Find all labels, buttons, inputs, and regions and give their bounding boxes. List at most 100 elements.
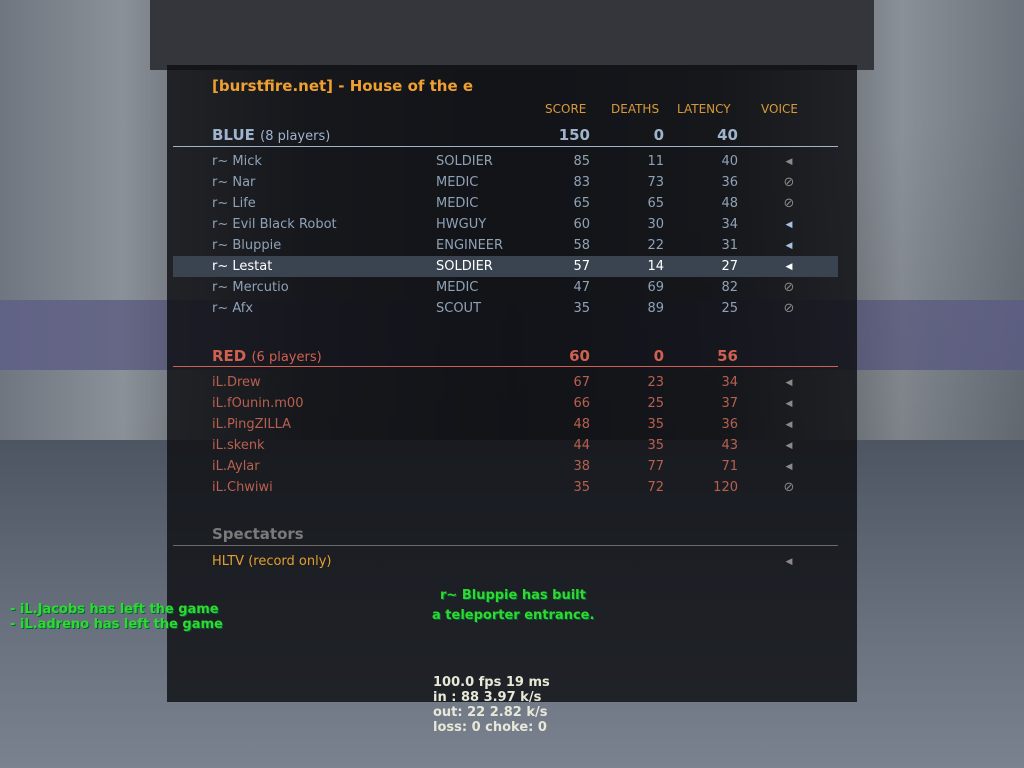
- player-row[interactable]: r~ Lestat SOLDIER 57 14 27 ◀: [173, 256, 838, 277]
- player-deaths: 22: [647, 238, 664, 253]
- player-latency: 82: [721, 280, 738, 295]
- player-row[interactable]: iL.Drew 67 23 34 ◀: [173, 372, 838, 393]
- player-score: 57: [573, 259, 590, 274]
- netgraph-fps: 100.0 fps 19 ms: [433, 675, 550, 690]
- blocked-icon[interactable]: ⊘: [783, 196, 795, 211]
- player-class: SOLDIER: [436, 154, 493, 169]
- team-player-count: (8 players): [260, 129, 331, 144]
- player-row[interactable]: r~ Bluppie ENGINEER 58 22 31 ◀: [173, 235, 838, 256]
- speaker-muted-icon[interactable]: ◀: [785, 378, 793, 388]
- player-deaths: 72: [647, 480, 664, 495]
- column-score: SCORE: [545, 102, 587, 116]
- player-deaths: 11: [647, 154, 664, 169]
- team-total-deaths: 0: [653, 347, 664, 365]
- player-score: 83: [573, 175, 590, 190]
- blocked-icon[interactable]: ⊘: [783, 480, 795, 495]
- player-name: r~ Lestat: [212, 259, 273, 274]
- player-name: iL.Aylar: [212, 459, 260, 474]
- player-name: iL.skenk: [212, 438, 265, 453]
- team-total-deaths: 0: [653, 126, 664, 144]
- player-name: r~ Nar: [212, 175, 256, 190]
- center-message-line-2: a teleporter entrance.: [432, 608, 595, 623]
- player-score: 35: [573, 301, 590, 316]
- player-class: SOLDIER: [436, 259, 493, 274]
- player-row[interactable]: r~ Mick SOLDIER 85 11 40 ◀: [173, 151, 838, 172]
- player-name: iL.Drew: [212, 375, 261, 390]
- player-name: r~ Mick: [212, 154, 262, 169]
- column-deaths: DEATHS: [611, 102, 660, 116]
- chat-line: - iL.adreno has left the game: [10, 617, 223, 632]
- player-latency: 43: [721, 438, 738, 453]
- player-row[interactable]: r~ Nar MEDIC 83 73 36 ⊘: [173, 172, 838, 193]
- player-row[interactable]: r~ Evil Black Robot HWGUY 60 30 34 ◀: [173, 214, 838, 235]
- player-deaths: 65: [647, 196, 664, 211]
- speaker-muted-icon[interactable]: ◀: [785, 420, 793, 430]
- player-row[interactable]: iL.skenk 44 35 43 ◀: [173, 435, 838, 456]
- column-voice: VOICE: [761, 102, 798, 116]
- player-score: 35: [573, 480, 590, 495]
- speaker-icon[interactable]: ◀: [785, 262, 793, 272]
- team-total-latency: 56: [717, 347, 738, 365]
- spectator-name: HLTV (record only): [212, 554, 332, 569]
- player-latency: 37: [721, 396, 738, 411]
- player-latency: 25: [721, 301, 738, 316]
- speaker-muted-icon[interactable]: ◀: [785, 441, 793, 451]
- player-name: r~ Afx: [212, 301, 254, 316]
- player-name: r~ Mercutio: [212, 280, 289, 295]
- player-row[interactable]: iL.PingZILLA 48 35 36 ◀: [173, 414, 838, 435]
- speaker-muted-icon[interactable]: ◀: [785, 462, 793, 472]
- chat-line: - iL.Jacobs has left the game: [10, 602, 219, 617]
- speaker-icon[interactable]: ◀: [785, 220, 793, 230]
- player-score: 44: [573, 438, 590, 453]
- team-name-label: RED: [212, 347, 247, 365]
- player-row[interactable]: iL.Aylar 38 77 71 ◀: [173, 456, 838, 477]
- player-latency: 36: [721, 417, 738, 432]
- team-name-label: BLUE: [212, 126, 255, 144]
- player-latency: 36: [721, 175, 738, 190]
- player-latency: 34: [721, 217, 738, 232]
- column-latency: LATENCY: [677, 102, 731, 116]
- player-score: 38: [573, 459, 590, 474]
- spectator-row[interactable]: HLTV (record only) ◀: [173, 551, 838, 572]
- player-row[interactable]: r~ Afx SCOUT 35 89 25 ⊘: [173, 298, 838, 319]
- speaker-muted-icon[interactable]: ◀: [785, 157, 793, 167]
- player-name: iL.Chwiwi: [212, 480, 273, 495]
- player-row[interactable]: r~ Mercutio MEDIC 47 69 82 ⊘: [173, 277, 838, 298]
- scoreboard-panel: [167, 65, 857, 702]
- netgraph: 100.0 fps 19 ms in : 88 3.97 k/s out: 22…: [433, 675, 550, 735]
- player-deaths: 89: [647, 301, 664, 316]
- player-deaths: 23: [647, 375, 664, 390]
- spectators-title: Spectators: [212, 525, 304, 543]
- player-class: ENGINEER: [436, 238, 504, 253]
- speaker-muted-icon[interactable]: ◀: [785, 399, 793, 409]
- player-class: HWGUY: [436, 217, 487, 232]
- blocked-icon[interactable]: ⊘: [783, 301, 795, 316]
- player-deaths: 69: [647, 280, 664, 295]
- player-name: iL.PingZILLA: [212, 417, 292, 432]
- player-class: MEDIC: [436, 175, 479, 190]
- team-name: BLUE (8 players): [212, 126, 330, 144]
- team-divider: [173, 366, 838, 367]
- player-class: SCOUT: [436, 301, 482, 316]
- netgraph-loss: loss: 0 choke: 0: [433, 720, 547, 735]
- player-row[interactable]: r~ Life MEDIC 65 65 48 ⊘: [173, 193, 838, 214]
- team-divider: [173, 146, 838, 147]
- player-score: 65: [573, 196, 590, 211]
- spectators-divider: [173, 545, 838, 546]
- speaker-icon[interactable]: ◀: [785, 241, 793, 251]
- team-player-count: (6 players): [251, 350, 322, 365]
- player-row[interactable]: iL.Chwiwi 35 72 120 ⊘: [173, 477, 838, 498]
- player-latency: 48: [721, 196, 738, 211]
- speaker-muted-icon[interactable]: ◀: [785, 557, 793, 567]
- player-latency: 71: [721, 459, 738, 474]
- team-total-latency: 40: [717, 126, 738, 144]
- player-score: 58: [573, 238, 590, 253]
- netgraph-out: out: 22 2.82 k/s: [433, 705, 548, 720]
- blocked-icon[interactable]: ⊘: [783, 280, 795, 295]
- player-deaths: 35: [647, 438, 664, 453]
- player-name: iL.fOunin.m00: [212, 396, 304, 411]
- center-message-line-1: r~ Bluppie has built: [440, 588, 586, 603]
- blocked-icon[interactable]: ⊘: [783, 175, 795, 190]
- player-name: r~ Bluppie: [212, 238, 282, 253]
- player-row[interactable]: iL.fOunin.m00 66 25 37 ◀: [173, 393, 838, 414]
